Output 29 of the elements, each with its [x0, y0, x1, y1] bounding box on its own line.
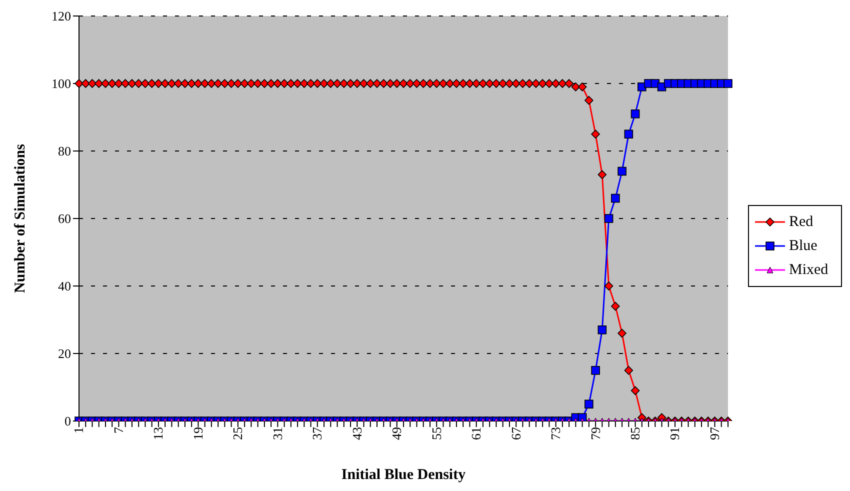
- x-tick-label: 13: [150, 427, 166, 440]
- y-tick-label: 80: [58, 144, 71, 159]
- x-tick-label: 7: [110, 426, 126, 434]
- y-tick-label: 60: [58, 211, 71, 226]
- x-tick-label: 25: [230, 427, 246, 440]
- x-tick-label: 73: [548, 427, 564, 440]
- x-axis-title: Initial Blue Density: [341, 467, 466, 483]
- legend-label: Red: [789, 212, 814, 232]
- x-tick-label: 97: [706, 426, 722, 440]
- y-tick-label: 20: [58, 346, 71, 362]
- y-tick-label: 40: [58, 278, 71, 294]
- x-tick-label: 49: [389, 427, 404, 440]
- x-tick-label: 1: [71, 427, 86, 434]
- x-tick-label: 31: [270, 427, 285, 440]
- x-tick-label: 19: [190, 427, 206, 440]
- y-axis-title: Number of Simulations: [12, 144, 28, 293]
- x-tick-label: 55: [428, 427, 444, 440]
- y-tick-label: 120: [52, 8, 71, 24]
- legend-label: Mixed: [789, 260, 828, 280]
- x-tick-label: 79: [588, 427, 603, 440]
- y-tick-label: 0: [64, 414, 71, 429]
- x-tick-label: 61: [468, 427, 484, 440]
- x-tick-label: 67: [508, 426, 524, 440]
- legend-label: Blue: [789, 236, 818, 256]
- y-tick-label: 100: [52, 76, 71, 92]
- x-tick-label: 85: [628, 427, 643, 440]
- x-tick-label: 37: [310, 426, 325, 440]
- x-tick-label: 43: [349, 427, 364, 440]
- x-tick-label: 91: [667, 427, 682, 440]
